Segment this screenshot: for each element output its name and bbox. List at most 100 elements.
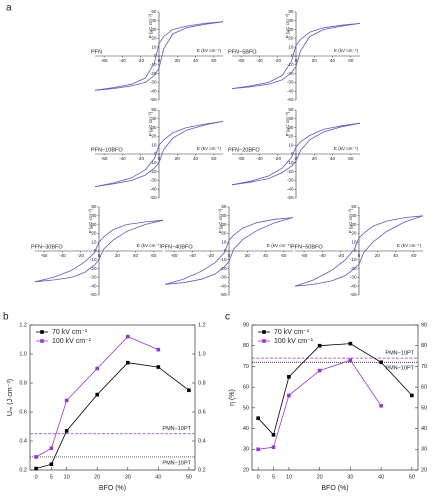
- y-axis-label: P (μC cm⁻²): [348, 208, 353, 233]
- data-point: [348, 358, 353, 363]
- x-tick-label: 0: [295, 58, 298, 63]
- data-point: [287, 393, 291, 398]
- loop-branch: [294, 215, 424, 287]
- x-tick-label: 60: [281, 253, 287, 258]
- x-tick-label: 0: [358, 253, 361, 258]
- y-tick-label: -20: [150, 169, 157, 174]
- legend-marker: [40, 330, 44, 334]
- x-tick-label: 60: [211, 156, 217, 161]
- legend-label: 70 kV cm⁻¹: [274, 329, 310, 336]
- y-tick-label: -10: [350, 257, 357, 262]
- x-tick-label: -20: [137, 58, 144, 63]
- y-tick-label: 30: [91, 222, 97, 227]
- y2-tick-label: 1.2: [198, 322, 206, 328]
- y-tick-label: 30: [288, 27, 294, 32]
- y-tick-label: -30: [90, 275, 97, 280]
- data-point: [34, 455, 38, 459]
- loop-branch: [231, 122, 361, 186]
- x-tick-label: 0: [228, 253, 231, 258]
- y-tick-label: -50: [350, 292, 357, 297]
- y-axis-label: P (μC cm⁻²): [148, 111, 153, 136]
- data-point: [95, 366, 100, 371]
- y2-tick-label: 90: [421, 322, 427, 328]
- y-tick-label: -10: [287, 160, 294, 165]
- y-tick-label: -10: [287, 62, 294, 67]
- x-tick-label: -40: [189, 253, 196, 258]
- y-axis-label: P (μC cm⁻²): [285, 13, 290, 38]
- y-tick-label: 10: [351, 239, 357, 244]
- y-tick-label: 10: [288, 44, 294, 49]
- y-tick-label: -50: [220, 292, 227, 297]
- y-tick-label: 1.0: [19, 351, 27, 357]
- loop-name: PFN−50BFO: [291, 244, 323, 250]
- x-tick-label: -60: [301, 253, 308, 258]
- loop-name: PFN−20BFO: [228, 147, 260, 153]
- reference-label: PMN−10PT: [162, 460, 191, 466]
- y-tick-label: 0: [154, 53, 157, 58]
- y2-tick-label: 1.0: [198, 351, 206, 357]
- y-tick-label: 0: [291, 151, 294, 156]
- y2-tick-label: 0.4: [198, 438, 206, 444]
- x-tick-label: 40: [393, 253, 399, 258]
- y-tick-label: 70: [243, 364, 249, 370]
- y-tick-label: 0.6: [19, 409, 27, 415]
- data-point: [49, 462, 54, 466]
- y-tick-label: 30: [243, 447, 249, 453]
- x-tick-label: 0: [35, 474, 38, 480]
- x-tick-label: 0: [295, 156, 298, 161]
- data-point: [287, 374, 291, 379]
- series-line: [35, 336, 159, 458]
- loop-branch: [34, 219, 164, 283]
- x-tick-label: 0: [158, 156, 161, 161]
- series-line: [35, 362, 190, 469]
- y-tick-label: 20: [288, 134, 294, 139]
- data-point: [256, 447, 260, 452]
- y-axis-label: P (μC cm⁻²): [218, 208, 223, 233]
- x-tick-label: -40: [119, 58, 126, 63]
- x-axis-label: E (kV cm⁻¹): [334, 146, 359, 151]
- y-tick-label: 20: [91, 231, 97, 236]
- y-tick-label: 50: [351, 204, 357, 209]
- y-tick-label: 0: [154, 151, 157, 156]
- y-tick-label: 80: [243, 343, 249, 349]
- panel-label: b: [3, 312, 9, 323]
- y-tick-label: 0.4: [19, 438, 27, 444]
- x-tick-label: 5: [50, 474, 53, 480]
- y-tick-label: -20: [287, 169, 294, 174]
- panel-label: c: [225, 312, 230, 323]
- y-tick-label: 40: [243, 426, 249, 432]
- data-point: [317, 368, 322, 373]
- x-tick-label: 30: [347, 474, 353, 480]
- x-tick-label: 50: [186, 474, 192, 480]
- legend-marker: [40, 339, 44, 343]
- x-tick-label: -40: [119, 156, 126, 161]
- x-tick-label: 20: [94, 474, 100, 480]
- y-tick-label: 40: [351, 213, 357, 218]
- y-tick-label: 60: [243, 385, 249, 391]
- y-tick-label: -40: [220, 283, 227, 288]
- plot-frame: [29, 324, 196, 471]
- x-tick-label: -60: [238, 156, 245, 161]
- data-point: [125, 334, 130, 339]
- y-tick-label: 40: [151, 116, 157, 121]
- data-point: [410, 393, 414, 398]
- y-tick-label: 40: [221, 213, 227, 218]
- legend-label: 100 kV cm⁻¹: [274, 338, 314, 345]
- loop-branch: [164, 217, 294, 285]
- data-point: [271, 432, 276, 437]
- y-tick-label: 10: [91, 239, 97, 244]
- y-tick-label: -20: [150, 71, 157, 76]
- y-tick-label: -10: [150, 160, 157, 165]
- loop-name: PFN−5BFO: [228, 49, 257, 55]
- x-axis-label: E (kV cm⁻¹): [197, 48, 222, 53]
- legend-label: 100 kV cm⁻¹: [52, 338, 92, 345]
- reference-label: PMN−10PT: [385, 366, 414, 372]
- x-tick-label: 50: [409, 474, 415, 480]
- y-tick-label: -40: [350, 283, 357, 288]
- x-tick-label: 10: [64, 474, 70, 480]
- y-tick-label: -50: [287, 97, 294, 102]
- data-point: [64, 429, 69, 433]
- y-tick-label: -20: [220, 266, 227, 271]
- y-tick-label: -50: [150, 97, 157, 102]
